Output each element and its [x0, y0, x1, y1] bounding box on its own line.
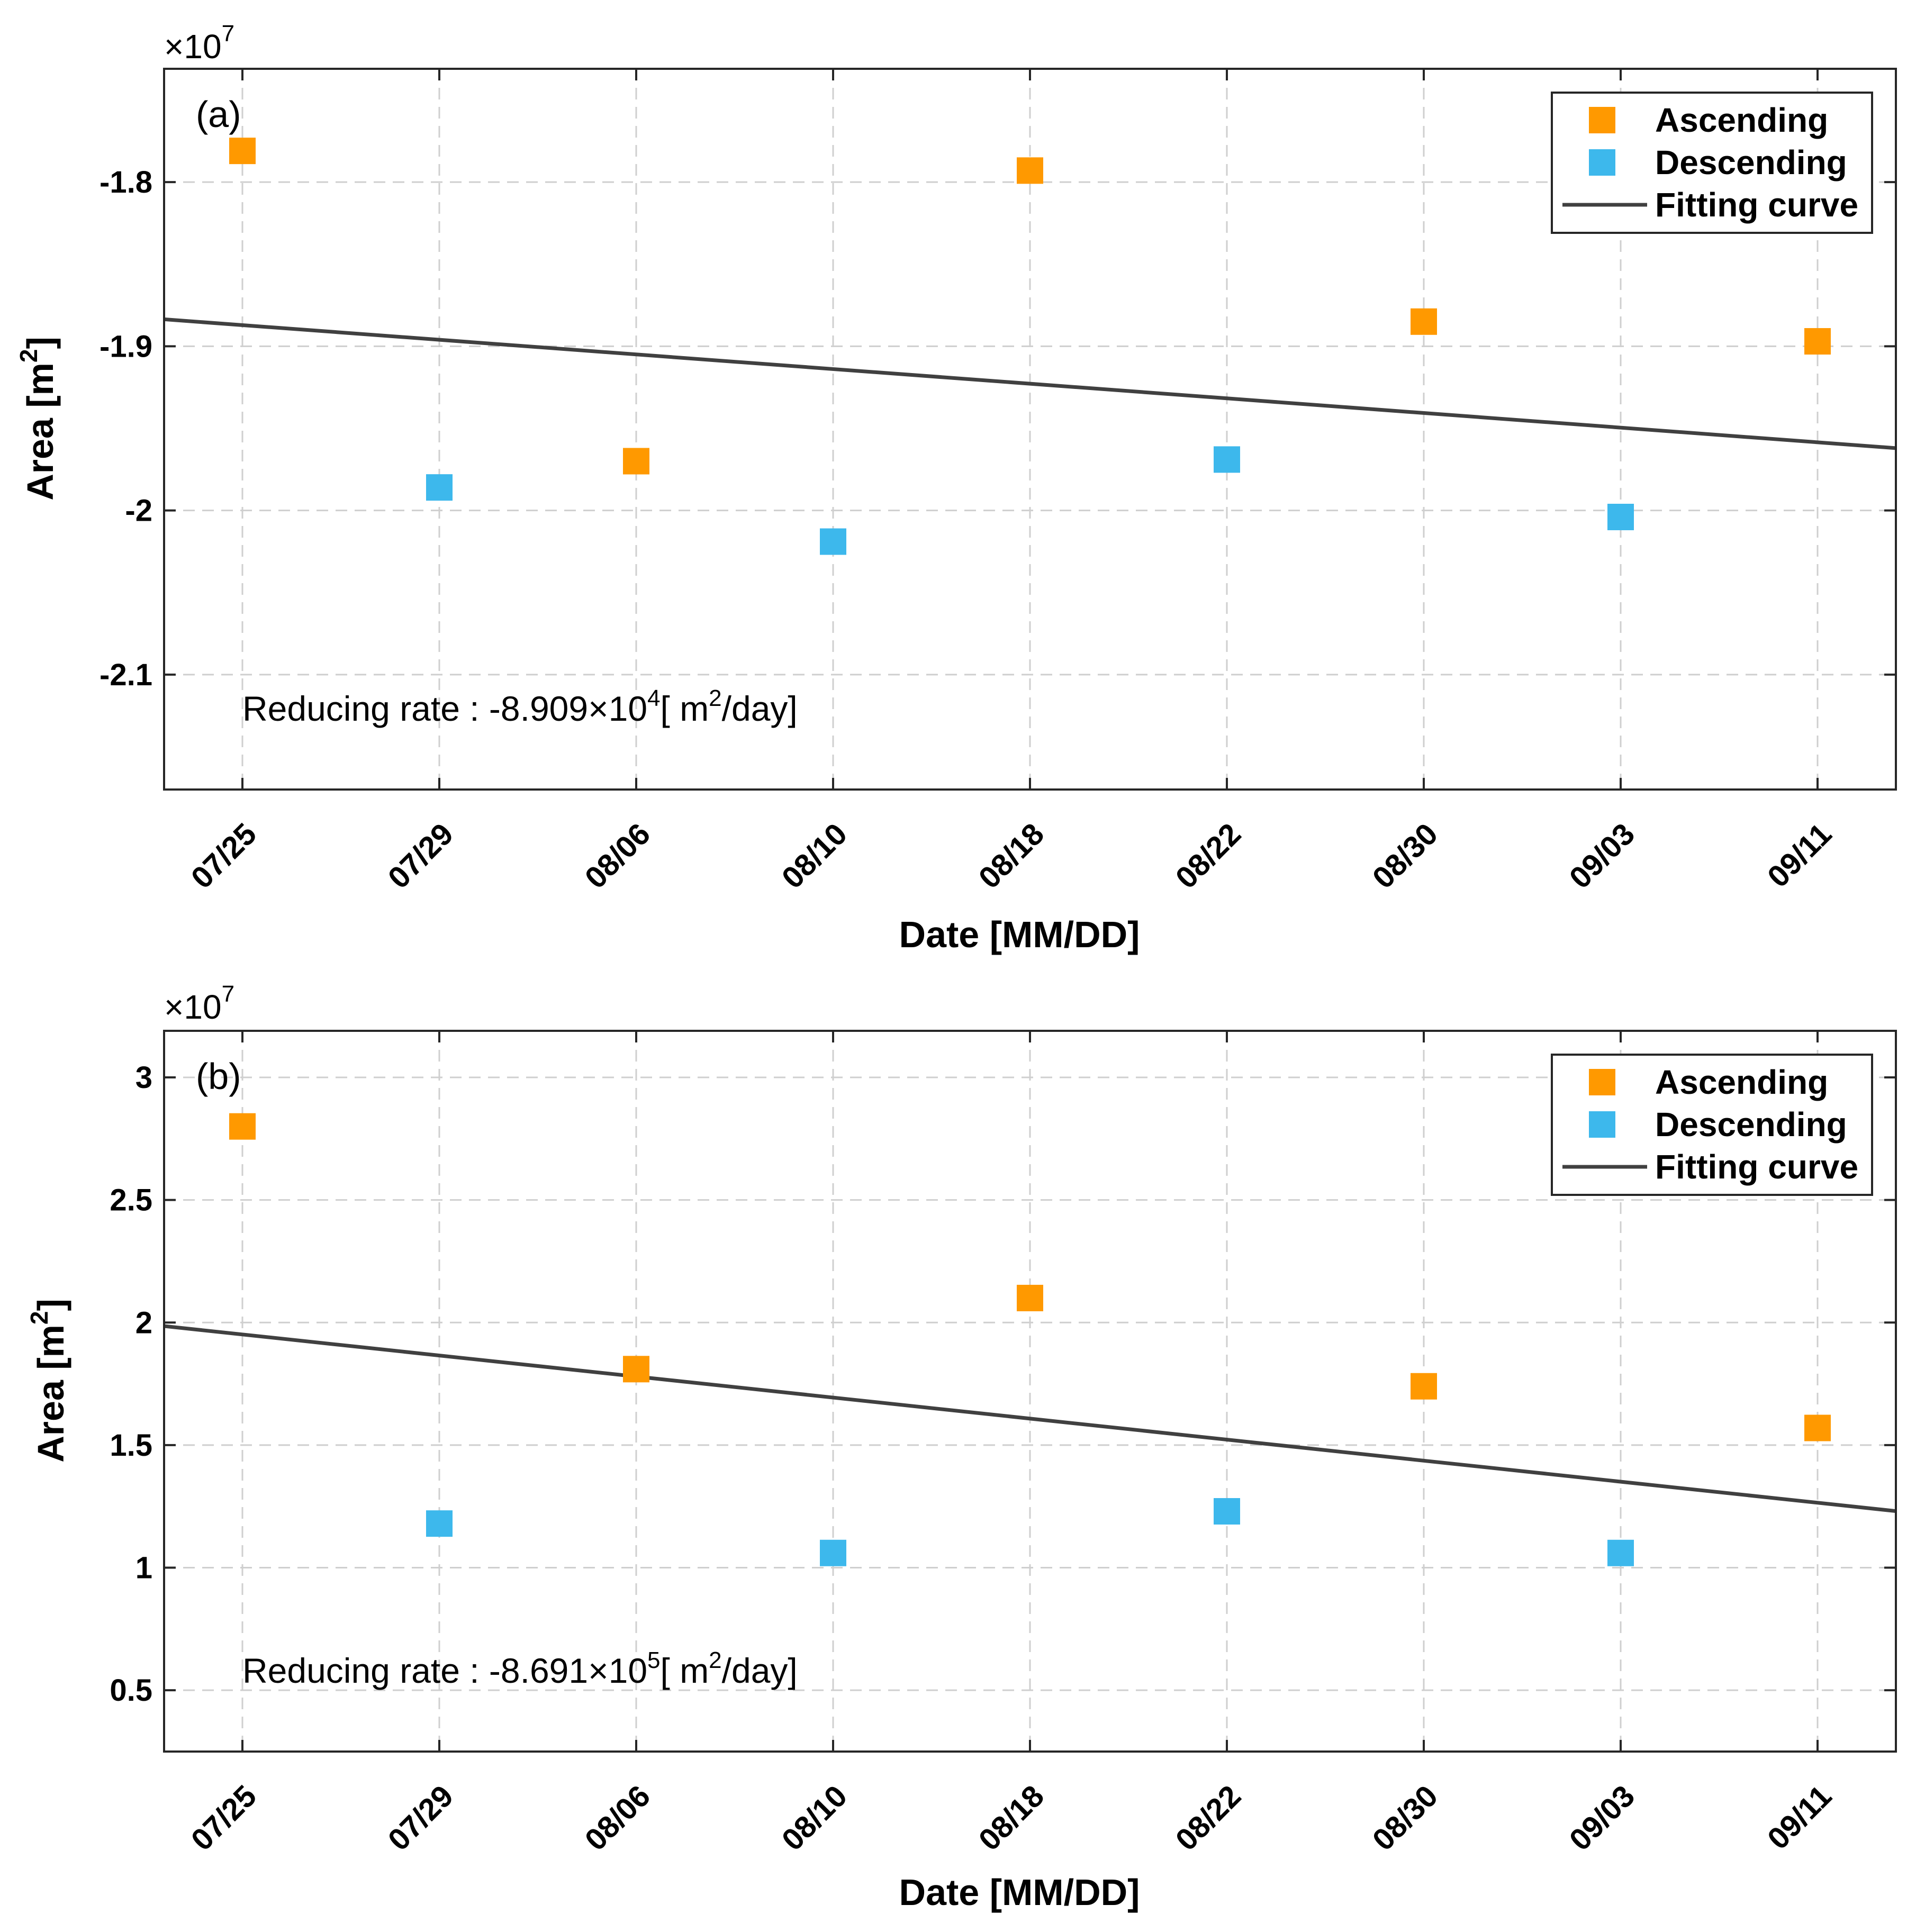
x-tick-label: 08/30	[1366, 1779, 1445, 1857]
exponent-label: ×107	[164, 981, 234, 1026]
ascending-point	[623, 448, 649, 475]
descending-point	[820, 1539, 846, 1566]
rate-unit: [ m	[661, 689, 709, 728]
y-tick-label: 3	[135, 1060, 152, 1095]
y-tick-label: 1	[135, 1551, 152, 1585]
y-axis-label-text: Area [m	[20, 362, 61, 501]
ascending-point	[1804, 1414, 1831, 1441]
y-tick-label: -2.1	[100, 658, 152, 692]
legend-descending-marker	[1589, 1111, 1615, 1138]
reducing-rate-annotation: Reducing rate : -8.691×105[ m2/day]	[242, 1647, 798, 1690]
rate-text: Reducing rate : -8.691×10	[242, 1651, 647, 1690]
x-tick-label: 07/25	[185, 817, 264, 895]
x-tick-label: 07/29	[382, 1779, 460, 1857]
x-axis-label: Date [MM/DD]	[899, 1872, 1140, 1913]
descending-point	[1607, 503, 1634, 530]
x-tick-label: 09/03	[1563, 817, 1642, 895]
x-tick-label: 08/10	[775, 1779, 854, 1857]
x-tick-label: 09/11	[1761, 1779, 1838, 1856]
legend-label: Descending	[1655, 143, 1847, 182]
y-axis-label: Area [m2]	[25, 1299, 71, 1463]
y-tick-label: 2.5	[110, 1183, 152, 1218]
ascending-point	[1017, 1284, 1043, 1311]
chart-panel-a: 07/25 07/29 08/06 08/10 08/18 08/22 08/30 09/03…	[15, 21, 1897, 955]
y-tick-label: -2	[125, 494, 152, 528]
rate-unit-end: /day]	[722, 1651, 798, 1690]
x-tick-label: 08/22	[1169, 817, 1248, 895]
x-tick-label: 08/18	[972, 1779, 1051, 1857]
rate-unit: [ m	[661, 1651, 709, 1690]
reducing-rate-annotation: Reducing rate : -8.909×104[ m2/day]	[242, 685, 798, 728]
descending-point	[820, 528, 846, 555]
legend-descending-marker	[1589, 149, 1615, 176]
legend-ascending-marker	[1589, 1069, 1615, 1095]
chart-panel-b: 07/25 07/29 08/06 08/10 08/18 08/22 08/30 09/03…	[25, 981, 1897, 1913]
ascending-point	[229, 1113, 256, 1140]
y-tick-label: 0.5	[110, 1673, 152, 1708]
y-tick-label: 2	[135, 1305, 152, 1340]
legend-ascending-marker	[1589, 107, 1615, 133]
ascending-point	[1017, 157, 1043, 184]
exponent-base: ×10	[164, 28, 222, 66]
rate-unit-end: /day]	[722, 689, 798, 728]
descending-point	[1214, 446, 1240, 473]
rate-unit-sup: 2	[709, 685, 721, 711]
y-tick-label: 1.5	[110, 1428, 152, 1463]
x-tick-label: 07/29	[382, 817, 460, 895]
x-tick-label: 09/11	[1761, 817, 1838, 894]
legend-label: Ascending	[1655, 1063, 1828, 1101]
x-tick-label: 09/03	[1563, 1779, 1642, 1857]
x-tick-label: 07/25	[185, 1779, 264, 1857]
exponent-power: 7	[222, 981, 234, 1007]
y-axis-label-close: ]	[30, 1299, 71, 1311]
x-tick-label: 08/06	[579, 1779, 657, 1857]
rate-unit-sup: 2	[709, 1647, 721, 1673]
fitting-curve-line	[164, 1324, 1896, 1513]
rate-exponent: 5	[647, 1647, 660, 1673]
descending-point	[426, 1510, 453, 1537]
descending-point	[1607, 1539, 1634, 1566]
y-axis-label-text: Area [m	[30, 1325, 71, 1463]
exponent-power: 7	[222, 21, 234, 47]
legend-label: Fitting curve	[1655, 186, 1858, 224]
y-tick-label: -1.9	[100, 329, 152, 364]
legend-label: Ascending	[1655, 101, 1828, 139]
descending-point	[1214, 1498, 1240, 1525]
ascending-point	[623, 1356, 649, 1383]
exponent-base: ×10	[164, 988, 222, 1026]
ascending-point	[1804, 328, 1831, 355]
ascending-point	[229, 138, 256, 165]
legend: Ascending Descending Fitting curve	[1551, 1054, 1873, 1196]
y-tick-label: -1.8	[100, 165, 152, 199]
descending-point	[426, 474, 453, 501]
x-axis-label: Date [MM/DD]	[899, 914, 1140, 955]
y-axis-label: Area [m2]	[15, 337, 61, 501]
x-tick-label: 08/18	[972, 817, 1051, 895]
x-tick-label: 08/06	[579, 817, 657, 895]
x-tick-label: 08/30	[1366, 817, 1445, 895]
y-axis-label-close: ]	[20, 337, 61, 349]
rate-exponent: 4	[647, 685, 660, 711]
ascending-point	[1411, 308, 1437, 335]
ascending-point	[1411, 1373, 1437, 1400]
exponent-label: ×107	[164, 21, 234, 66]
panel-label: (b)	[196, 1056, 241, 1097]
x-tick-label: 08/10	[775, 817, 854, 895]
x-tick-label: 08/22	[1169, 1779, 1248, 1857]
fitting-curve-line	[164, 317, 1896, 450]
legend: Ascending Descending Fitting curve	[1551, 92, 1873, 234]
legend-label: Descending	[1655, 1105, 1847, 1144]
rate-text: Reducing rate : -8.909×10	[242, 689, 647, 728]
y-axis-label-sup: 2	[15, 349, 42, 363]
y-axis-label-sup: 2	[25, 1311, 53, 1325]
legend-label: Fitting curve	[1655, 1148, 1858, 1186]
panel-label: (a)	[196, 94, 241, 135]
